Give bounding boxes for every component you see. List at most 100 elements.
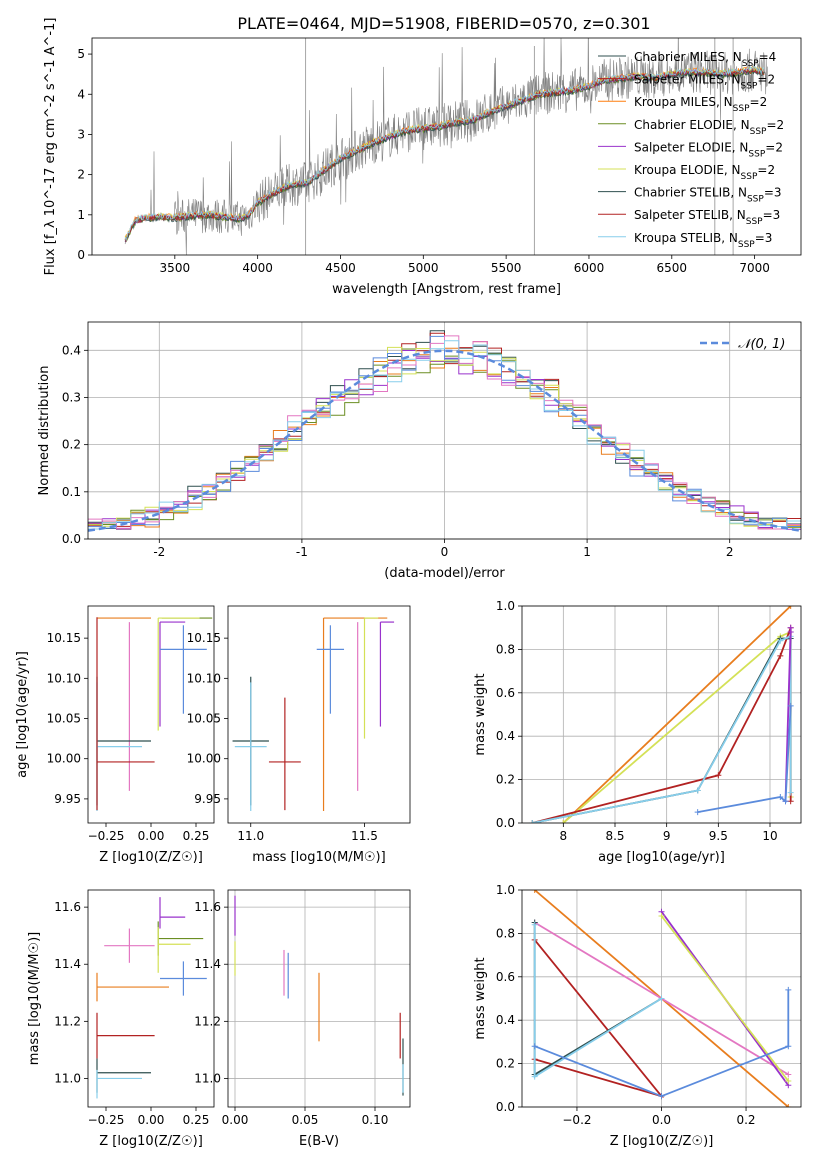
x-tick-label: −0.25 (88, 829, 125, 843)
legend-label: 𝒩(0, 1) (738, 337, 785, 352)
y-tick-label: 10.00 (47, 752, 81, 766)
histogram-step (88, 350, 801, 530)
errorbar-point (96, 1012, 155, 1059)
errorbar-point (157, 927, 191, 973)
axes-frame (87, 605, 215, 824)
panel-age-vs-mass: 11.0 11.5 9.95 10.00 10.05 10.10 10.15 mass [lo… (187, 605, 411, 865)
y-tick-label: 5 (77, 47, 85, 61)
x-tick-label: 0.0 (652, 1113, 671, 1127)
errorbar-point (159, 621, 186, 727)
y-tick-label: 11.2 (54, 1014, 81, 1028)
x-tick-label: 11.0 (237, 829, 264, 843)
age-vs-mass-plot-area (232, 617, 395, 811)
y-tick-label: 0.0 (62, 532, 81, 546)
weight-marker (787, 798, 794, 805)
x-tick-label: 0.00 (222, 1113, 249, 1127)
y-tick-label: 4 (77, 87, 85, 101)
panel-residuals: -2 -1 0 1 2 0.0 0.1 0.2 0.3 0.4 (data-model)/error… (37, 321, 802, 581)
x-axis-label: E(B-V) (299, 1134, 339, 1149)
y-tick-label: 0.4 (496, 1013, 515, 1027)
errorbar-point (160, 961, 207, 996)
histogram-step (88, 346, 801, 528)
y-tick-label: 0.4 (62, 343, 81, 357)
weight-marker (777, 652, 784, 659)
y-tick-label: 0.4 (496, 729, 515, 743)
y-tick-label: 9.95 (194, 792, 221, 806)
x-tick-label: 4500 (325, 261, 356, 275)
errorbar-point (104, 928, 155, 963)
legend-label: Kroupa STELIB, NSSP=3 (634, 231, 772, 250)
y-tick-label: 0.8 (496, 642, 515, 656)
weight-marker (658, 913, 665, 920)
y-tick-label: 0.0 (496, 1100, 515, 1114)
legend-label: Chabrier ELODIE, NSSP=2 (634, 118, 784, 137)
errorbar-point (316, 625, 345, 714)
y-tick-label: 11.0 (194, 1071, 221, 1085)
y-tick-label: 0 (77, 248, 85, 262)
weight-marker (531, 1043, 538, 1050)
panel-age-vs-Z: −0.25 0.00 0.25 9.95 10.00 10.05 10.10 10.15 Z [… (15, 605, 215, 865)
model-line (124, 65, 765, 242)
x-tick-label: 0.00 (138, 1113, 165, 1127)
spectrum-plot-area (124, 38, 768, 255)
x-axis-label: wavelength [Angstrom, rest frame] (332, 282, 561, 297)
x-axis-label: (data-model)/error (384, 566, 505, 581)
weight-marker (782, 798, 789, 805)
legend-label: Kroupa ELODIE, NSSP=2 (634, 163, 775, 182)
x-axis-label: Z [log10(Z/Z☉)] (610, 1134, 714, 1149)
x-tick-label: 9 (663, 829, 671, 843)
y-axis-label: mass weight (473, 673, 488, 755)
errorbar-point (268, 697, 301, 811)
axes-frame (227, 889, 411, 1108)
weight-marker (531, 890, 538, 893)
x-tick-label: 9.5 (709, 829, 728, 843)
x-tick-label: 1 (583, 545, 591, 559)
weight-series-line (660, 915, 790, 1082)
y-tick-label: 11.6 (54, 900, 81, 914)
x-tick-label: 7000 (739, 261, 770, 275)
y-tick-label: 10.10 (187, 671, 221, 685)
errorbar-point (379, 621, 395, 727)
y-tick-label: 10.05 (187, 712, 221, 726)
y-tick-label: 0.2 (496, 1057, 515, 1071)
weight-marker (785, 1077, 792, 1084)
model-line (124, 67, 765, 242)
weight-marker (785, 1104, 792, 1107)
weight-marker (787, 606, 794, 609)
x-tick-label: 0.05 (292, 1113, 319, 1127)
legend-label: Chabrier STELIB, NSSP=3 (634, 186, 782, 205)
y-tick-label: 0.8 (496, 926, 515, 940)
weight-marker (529, 820, 536, 823)
x-tick-label: 3500 (160, 261, 191, 275)
errorbar-point (234, 682, 267, 811)
weight-marker (777, 793, 784, 800)
errorbar-point (96, 617, 155, 811)
weight-marker (531, 921, 538, 928)
axes-frame (91, 37, 802, 256)
panel-spectrum: 3500 4000 4500 5000 5500 6000 6500 7000 0 1 2 3 4 5 wa… (43, 18, 802, 297)
residuals-plot-area (88, 330, 801, 532)
age-vs-Z-plot-area (96, 617, 213, 811)
y-tick-label: 11.4 (54, 957, 81, 971)
axes-frame (227, 605, 411, 824)
x-tick-label: -1 (296, 545, 308, 559)
weight-series-line (534, 939, 665, 1098)
y-tick-label: 11.6 (194, 900, 221, 914)
weight-marker (715, 772, 722, 779)
axes-frame (521, 889, 802, 1108)
weight-marker (658, 995, 665, 1002)
weight-marker (785, 986, 792, 993)
weight-marker (787, 702, 794, 709)
y-axis-label: Flux [f_λ 10^-17 erg cm^-2 s^-1 A^-1] (43, 18, 58, 276)
x-tick-label: 2 (726, 545, 734, 559)
weight-marker (658, 1093, 665, 1100)
errorbar-point (96, 676, 151, 806)
x-tick-label: 0.2 (736, 1113, 755, 1127)
y-tick-label: 0.1 (62, 485, 81, 499)
x-tick-label: 0.00 (138, 829, 165, 843)
y-tick-label: 11.2 (194, 1014, 221, 1028)
errorbar-point (157, 921, 204, 956)
x-tick-label: −0.25 (88, 1113, 125, 1127)
x-tick-label: -2 (153, 545, 165, 559)
weight-marker (787, 789, 794, 796)
